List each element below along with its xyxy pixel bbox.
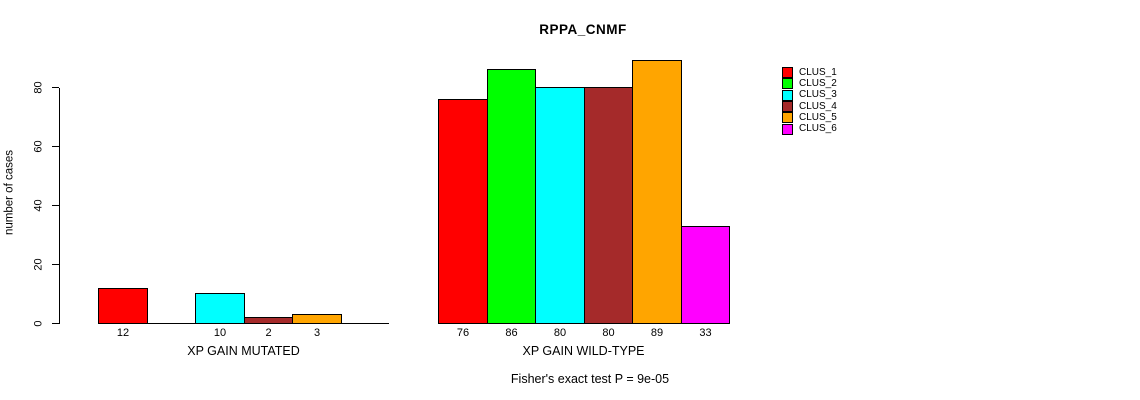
legend-label: CLUS_4 [799,100,837,112]
bar-clus_1 [98,288,148,324]
legend-row: CLUS_2 [782,77,837,90]
legend-row: CLUS_3 [782,89,837,101]
y-tick-label: 20 [32,257,45,271]
bar-clus_6 [681,226,730,324]
group-label: XP GAIN WILD-TYPE [522,344,645,358]
legend-swatch-icon [782,67,793,79]
bar-value-label: 10 [213,327,227,339]
bar-value-label: 80 [553,327,567,339]
bar-clus_4 [244,317,293,324]
y-tick-mark [52,146,59,147]
bar-clus_5 [632,60,682,324]
bar-clus_1 [438,99,488,324]
y-tick-mark [52,323,59,324]
legend-row: CLUS_6 [782,123,837,135]
y-axis-label: number of cases [3,149,16,235]
y-tick-label: 80 [32,80,45,94]
y-tick-mark [52,87,59,88]
legend-swatch-icon [782,89,793,101]
legend: CLUS_1 CLUS_2 CLUS_3 CLUS_4 CLUS_5 CLUS_6 [782,67,837,135]
legend-label: CLUS_6 [799,123,837,135]
y-tick-mark [52,205,59,206]
legend-row: CLUS_4 [782,100,837,113]
bar-clus_3 [195,293,245,324]
y-axis-line [59,88,60,324]
bar-clus_2 [487,69,536,324]
legend-swatch-icon [782,101,793,113]
legend-row: CLUS_5 [782,111,837,124]
bar-value-label: 12 [116,327,130,339]
bar-clus_5 [292,314,342,324]
y-tick-label: 0 [32,319,45,327]
fisher-test-annotation: Fisher's exact test P = 9e-05 [510,372,670,386]
legend-label: CLUS_1 [799,66,837,78]
bar-value-label: 2 [265,327,272,339]
group-label: XP GAIN MUTATED [187,344,300,358]
bar-value-label: 80 [602,327,615,339]
bar-value-label: 33 [699,327,712,339]
chart-title: RPPA_CNMF [539,22,627,37]
y-tick-mark [52,264,59,265]
legend-label: CLUS_3 [799,89,837,101]
y-tick-label: 40 [32,198,45,212]
bar-value-label: 3 [313,327,321,339]
legend-swatch-icon [782,123,793,135]
legend-row: CLUS_1 [782,66,837,79]
legend-label: CLUS_5 [799,111,837,123]
bar-value-label: 86 [505,327,518,339]
y-tick-label: 60 [32,139,45,153]
legend-swatch-icon [782,78,793,90]
bar-value-label: 89 [650,327,664,339]
legend-swatch-icon [782,112,793,124]
bar-clus_3 [535,87,585,324]
bar-value-label: 76 [456,327,470,339]
legend-label: CLUS_2 [799,77,837,89]
bar-clus_4 [584,87,633,324]
